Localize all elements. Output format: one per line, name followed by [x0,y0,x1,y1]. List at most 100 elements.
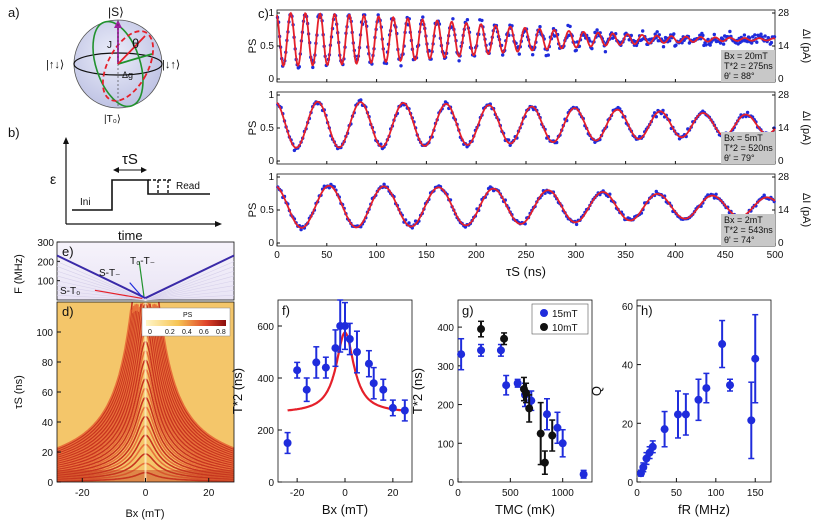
c-info-field: Bx = 20mT [724,51,768,61]
data-point [648,442,657,451]
bloch-red-orbit [101,30,155,102]
plot-h: h) 0 50 100 150 0 20 40 60 fR (MHz) Q [589,299,772,517]
e-faint-line [56,266,146,301]
data-point [639,463,648,472]
d-fringe [56,387,146,473]
pulse-epsilon-label: ε [50,171,56,187]
c-data-point [661,45,666,49]
d-fringe [56,313,133,452]
c-data-point [745,39,750,44]
d-colorbar-tick: 0.6 [199,329,209,336]
d-fringe [56,396,146,474]
c-y2tick-label: 0 [778,238,784,249]
e-st-arrow [129,282,143,298]
c-data-point [508,143,512,147]
c-info-t2: T*2 = 520ns [724,143,773,153]
data-point [660,425,669,434]
data-point [400,406,409,415]
xtick-label: 1000 [552,488,575,499]
c-info-t2: T*2 = 275ns [724,61,773,71]
ytick-label: 0 [448,478,454,489]
pulse-tau-arrow-l [113,167,119,173]
ylabel: Q [589,386,604,396]
d-fringe [56,303,138,457]
d-fringe [56,350,147,469]
c-data-point [399,64,403,68]
data-point [751,354,760,363]
c-info-field: Bx = 2mT [724,215,763,225]
c-info-theta: θ' = 79° [724,153,755,163]
c-data-point [590,46,594,51]
c-data-point [763,34,767,38]
panel-label: h) [641,303,653,318]
c-ytick-label: 0 [268,74,274,85]
d-fringe [145,406,235,475]
panel-a: a) |S⟩ |T₀⟩ |↑↓⟩ |↓↑⟩ θ J Δg [8,5,180,125]
data-point [388,403,397,412]
c-xtick-label: 150 [418,250,435,261]
e-yticks: 100 200 300 [37,238,60,288]
d-colorbar-tick: 0.8 [216,329,226,336]
bloch-label-dg: Δg [122,70,133,80]
pulse-x-arrow [215,221,222,227]
c-data-point [769,40,774,45]
c-data-point [720,37,725,41]
d-ytick-label: 80 [42,358,54,369]
d-fringe [153,310,235,458]
legend-marker-10mT [540,323,548,331]
d-fringe [159,309,235,449]
data-point [502,381,511,390]
xlabel: Bx (mT) [322,502,368,517]
c-data-point [538,25,542,29]
data-point [283,439,292,447]
c-data-point [603,50,608,54]
c-data-point [480,18,484,23]
panel-d: d) PS 0 0.2 0.4 0.6 0.8 -20 0 20 0 20 40 60 80 100 B… [13,301,235,520]
data-point [673,410,682,419]
bloch-label-bottom: |T₀⟩ [104,114,121,125]
data-point [579,470,588,479]
data-point [718,340,727,349]
data-point [345,335,354,343]
c-subplot-c-bot: 0 0.5 1 0 14 28 PS ΔI (pA) 0 50 100 150 200 250 300 350… [247,172,812,279]
plot-g: g) 0 500 1000 0 100 200 300 400 TMC (mK) T*2 (ns) 1… [410,299,593,517]
d-xtick-label: -20 [75,488,90,499]
e-faint-line [56,290,146,301]
d-fringe [156,311,235,454]
d-fringe [56,434,146,478]
d-fringe [56,359,147,470]
d-fringe [144,340,235,468]
d-fringe [56,443,146,479]
data-point [364,359,373,368]
data-point [513,379,522,388]
bloch-label-top: |S⟩ [108,5,124,19]
e-label-st-minus: S-T₋ [99,268,120,279]
c-data-point [721,42,726,46]
d-fringe [56,302,144,463]
c-fit-line [276,184,776,229]
d-fringe [145,425,235,477]
d-fringe [57,471,146,482]
data-point [553,423,562,432]
data-point [702,384,711,393]
e-faint-line [145,280,235,301]
panel-label-a: a) [8,5,20,20]
c-data-point [421,15,425,19]
data-point [536,429,545,438]
data-point [726,381,735,390]
data-point [694,395,703,404]
d-fringe [56,331,147,467]
d-fringe [152,311,235,460]
ylabel: T*2 (ns) [230,368,245,414]
c-y2tick-label: 14 [778,123,790,134]
c-ytick-label: 0.5 [260,205,274,216]
bloch-label-theta: θ [132,36,139,51]
c-fit-line [276,100,776,149]
c-data-point [750,41,754,45]
d-xlabel: Bx (mT) [125,508,164,520]
c-data-point [457,59,461,63]
d-colorbar-tick: 0 [148,329,152,336]
bloch-total-vector [117,35,146,65]
d-fringe [152,304,235,459]
